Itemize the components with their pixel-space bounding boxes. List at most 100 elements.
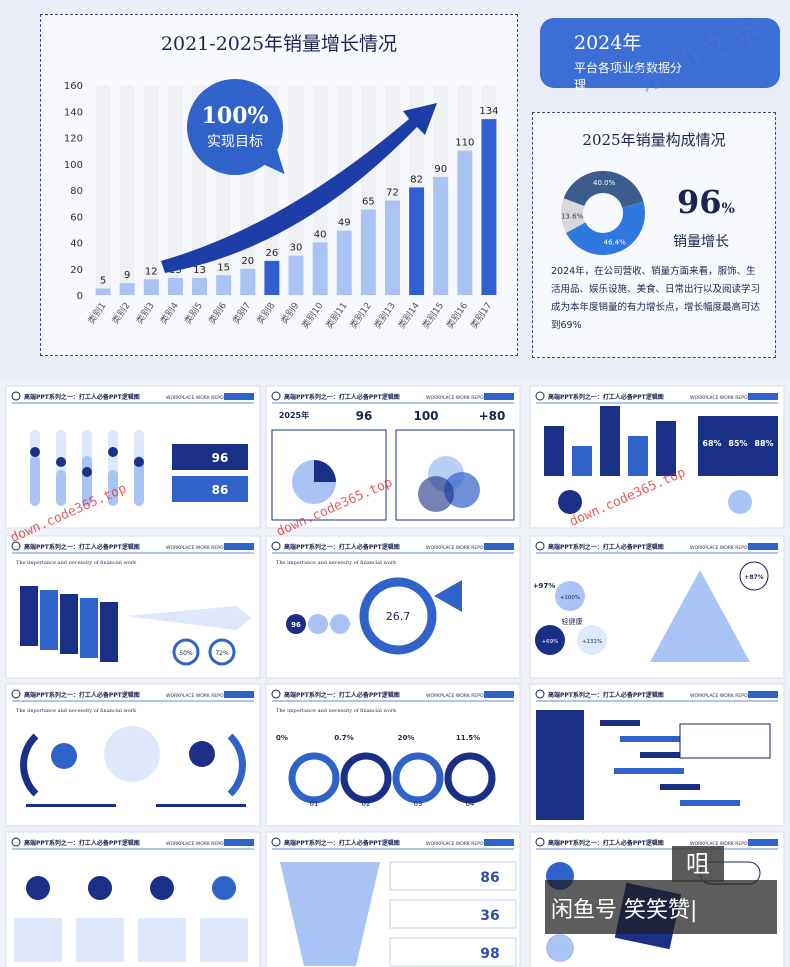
sub-panel [271, 429, 387, 521]
sub-panel [395, 429, 515, 521]
slider-knob [134, 457, 144, 467]
growth-arrow [161, 103, 437, 273]
thumbnail-title: 高端PPT系列之一：打工人必备PPT逻辑图 [24, 543, 140, 551]
slider-knob [30, 447, 40, 457]
growth-label: 销量增长 [673, 234, 729, 250]
check-icon [11, 541, 21, 551]
thumbnail-tag [748, 543, 778, 550]
check-icon [271, 541, 281, 551]
thumbnail-title: 高端PPT系列之一：打工人必备PPT逻辑图 [548, 543, 664, 551]
bar-track [143, 85, 159, 295]
bar-value-label: 12 [145, 266, 158, 277]
ring-value: 50% [179, 650, 193, 657]
info-card [698, 416, 778, 476]
bar-value-label: 9 [124, 270, 130, 281]
bar [457, 150, 473, 295]
bar-value-label: 5 [100, 275, 106, 286]
cycle-node [555, 581, 585, 611]
bar-value-label: 20 [241, 256, 254, 267]
thumbnail-tag [748, 691, 778, 698]
circle-icon [558, 490, 582, 514]
category-label: 类别15 [419, 300, 446, 331]
category-label: 类别5 [182, 300, 205, 326]
y-tick-label: 40 [70, 239, 83, 250]
stat-value: 96 [212, 451, 229, 465]
callout-box [679, 723, 771, 759]
category-label: 类别11 [323, 300, 350, 331]
category-label: 类别16 [444, 300, 471, 331]
bar-track [167, 85, 183, 295]
slider-fill [108, 470, 118, 506]
process-card [76, 918, 124, 962]
sales-mix-panel: 2025年销量构成情况 13.6% 40.0% 46.4% 96% 销量增长 202… [532, 112, 776, 358]
thumbnail-eng: WORKPLACE WORK REPORT [690, 693, 753, 699]
process-node [212, 876, 236, 900]
thumbnail-title: 高端PPT系列之一：打工人必备PPT逻辑图 [24, 839, 140, 847]
check-icon [11, 837, 21, 847]
bar-value-label: 49 [338, 218, 351, 229]
stat-value: 0% [276, 734, 288, 742]
step-number: 01 [310, 800, 319, 808]
thumbnail-tag [484, 839, 514, 846]
growth-value: 96 [677, 183, 722, 221]
template-thumbnail-grid: 高端PPT系列之一：打工人必备PPT逻辑图 WORKPLACE WORK REPO… [0, 378, 790, 967]
donut-chart: 13.6% 40.0% 46.4% [561, 171, 645, 255]
bar [167, 277, 183, 295]
category-label: 类别12 [347, 300, 374, 331]
thumbnail-eng: WORKPLACE WORK REPORT [426, 693, 489, 699]
cycle-node-label: +69% [542, 639, 559, 645]
thumbnail-frame [265, 385, 521, 529]
cycle-node [577, 625, 607, 655]
thumbnail-tag [484, 691, 514, 698]
donut-slice [561, 171, 645, 255]
y-tick-label: 120 [64, 134, 83, 145]
bar-value-label: 72 [386, 188, 399, 199]
gantt-bar [600, 720, 640, 726]
year-text: 2025年 [279, 410, 309, 420]
check-icon [271, 689, 281, 699]
donut-slice-label: 46.4% [604, 239, 627, 247]
cycle-node-label: +100% [560, 595, 580, 601]
ring [172, 638, 200, 666]
cycle-center-label: 轻健康 [562, 617, 583, 626]
category-label: 类别2 [109, 300, 132, 326]
stat-value: 96 [356, 409, 373, 423]
arrow-shape [126, 606, 252, 630]
mix-description: 2024年，在公司营收、销量方面来看，服饰、生活用品、娱乐设施、美食、日常出行以… [551, 266, 761, 331]
thumbnail-subtitle: The importance and necessity of financia… [276, 708, 397, 714]
bar-3d [100, 602, 118, 662]
seller-overlay: 闲鱼号 笑笑赞| [545, 880, 777, 934]
step-ring [340, 752, 392, 804]
node-circle [546, 934, 574, 962]
ring [208, 638, 236, 666]
slider-knob [82, 467, 92, 477]
thumbnail-title: 高端PPT系列之一：打工人必备PPT逻辑图 [548, 839, 664, 847]
donut-slice-label: 13.6% [561, 212, 584, 220]
stat-value: 0.7% [334, 734, 353, 742]
bar [628, 436, 648, 476]
thumbnail-title: 高端PPT系列之一：打工人必备PPT逻辑图 [24, 691, 140, 699]
badge-subtitle-2: 理 [574, 78, 587, 92]
thumbnail-subtitle: The importance and necessity of financia… [16, 708, 137, 714]
category-label: 类别4 [157, 300, 181, 327]
percent-dot [330, 614, 350, 634]
badge-circle [739, 561, 769, 591]
bar-track [95, 85, 111, 295]
growth-percent: 96% [677, 183, 735, 221]
node-circle [51, 743, 77, 769]
y-tick-label: 140 [64, 107, 83, 118]
slider-fill [30, 456, 40, 506]
circle-icon [728, 490, 752, 514]
thumbnail-title: 高端PPT系列之一：打工人必备PPT逻辑图 [548, 393, 664, 401]
year-badge: 2024年 平台各项业务数据分 理 [540, 18, 780, 92]
bar [656, 421, 676, 476]
funnel [280, 862, 380, 966]
bar [544, 426, 564, 476]
slider-fill [134, 456, 144, 506]
gauge-value: 26.7 [386, 610, 411, 623]
seller-box: 咀 [672, 846, 724, 882]
step-number: 03 [414, 800, 423, 808]
gantt-bar [660, 784, 700, 790]
thumbnail-title: 高端PPT系列之一：打工人必备PPT逻辑图 [284, 393, 400, 401]
process-card [138, 918, 186, 962]
